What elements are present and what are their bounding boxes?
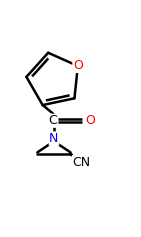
Text: O: O [85, 114, 95, 127]
Text: C: C [48, 114, 57, 127]
Text: N: N [49, 132, 59, 145]
Text: O: O [73, 59, 83, 73]
Text: CN: CN [72, 155, 91, 169]
